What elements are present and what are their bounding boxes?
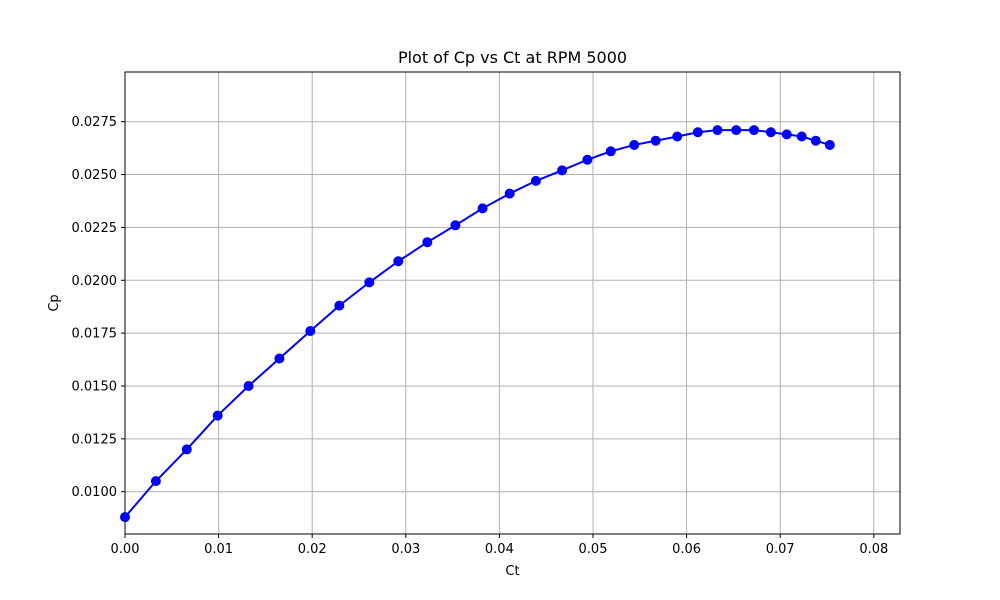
data-point [692, 127, 703, 138]
y-tick-label: 0.0100 [72, 485, 118, 500]
x-tick-label: 0.02 [298, 542, 327, 557]
data-point [120, 512, 130, 523]
data-point [748, 125, 759, 136]
data-point [422, 237, 433, 248]
data-point [364, 277, 375, 288]
data-point [477, 203, 488, 214]
data-point [810, 135, 821, 146]
data-point [672, 131, 683, 142]
data-point [530, 175, 541, 186]
series-layer [120, 125, 835, 523]
data-point [557, 165, 568, 176]
y-axis-label: Cp [47, 294, 62, 311]
data-point [212, 410, 223, 421]
grid [124, 72, 900, 534]
data-point [796, 131, 807, 142]
plot-area-frame [124, 71, 901, 535]
x-axis-label: Ct [505, 564, 519, 579]
data-point [582, 154, 593, 165]
data-point [731, 125, 742, 136]
data-point [243, 380, 254, 391]
data-point [824, 139, 835, 150]
data-point [504, 188, 515, 199]
x-tick-label: 0.04 [485, 542, 514, 557]
data-point [274, 353, 285, 364]
x-tick-label: 0.01 [204, 542, 233, 557]
y-tick-label: 0.0200 [72, 274, 118, 289]
y-tick-label: 0.0150 [72, 379, 118, 394]
chart-title: Plot of Cp vs Ct at RPM 5000 [398, 48, 627, 67]
y-tick-label: 0.0175 [72, 327, 118, 342]
y-tick-label: 0.0125 [72, 432, 118, 447]
data-point [781, 129, 792, 140]
data-point [181, 444, 192, 455]
x-tick-label: 0.05 [579, 542, 608, 557]
data-point [334, 300, 345, 311]
y-tick-label: 0.0275 [72, 115, 118, 130]
data-point [712, 125, 723, 136]
data-point [450, 220, 461, 231]
x-tick-label: 0.08 [859, 542, 888, 557]
x-tick-label: 0.03 [391, 542, 420, 557]
x-tick-label: 0.07 [766, 542, 795, 557]
axis-ticks: 0.00 0.01 0.02 0.03 0.04 0.05 0.06 0.07 0.08 0.01… [72, 115, 889, 557]
data-point [393, 256, 404, 267]
x-tick-label: 0.00 [111, 542, 140, 557]
y-tick-label: 0.0225 [72, 221, 118, 236]
data-point [765, 127, 776, 138]
y-tick-label: 0.0250 [72, 168, 118, 183]
data-point [650, 135, 661, 146]
data-point [305, 326, 316, 337]
data-point [629, 139, 640, 150]
x-tick-label: 0.06 [672, 542, 701, 557]
data-point [605, 146, 616, 157]
data-point [150, 476, 161, 487]
